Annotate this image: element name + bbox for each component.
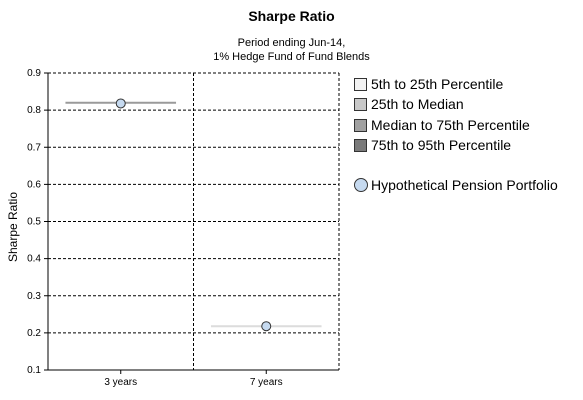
legend-swatch bbox=[354, 138, 367, 152]
legend-item-band-4: 75th to 95th Percentile bbox=[354, 136, 511, 154]
y-tick-label: 0.3 bbox=[27, 291, 41, 302]
legend-label: 75th to 95th Percentile bbox=[371, 137, 512, 153]
legend-label: Median to 75th Percentile bbox=[371, 117, 530, 133]
y-tick-label: 0.7 bbox=[27, 142, 41, 153]
legend-item-band-2: 25th to Median bbox=[354, 95, 464, 113]
data-point-marker bbox=[261, 321, 272, 332]
legend-label: 5th to 25th Percentile bbox=[371, 76, 504, 92]
legend-item-band-3: Median to 75th Percentile bbox=[354, 116, 530, 134]
chart-subtitle-line-1: Period ending Jun-14, bbox=[237, 37, 346, 49]
legend-swatch bbox=[354, 97, 367, 111]
y-tick-label: 0.9 bbox=[27, 68, 41, 79]
y-tick-label: 0.1 bbox=[27, 365, 41, 376]
x-tick-label: 3 years bbox=[104, 377, 137, 388]
legend-swatch bbox=[354, 77, 367, 91]
y-tick-label: 0.2 bbox=[27, 328, 41, 339]
y-tick-label: 0.6 bbox=[27, 179, 41, 190]
y-axis-label: Sharpe Ratio bbox=[6, 192, 20, 262]
legend-marker-circle bbox=[354, 178, 368, 192]
legend-item-series: Hypothetical Pension Portfolio bbox=[354, 176, 558, 194]
legend-item-band-1: 5th to 25th Percentile bbox=[354, 75, 503, 93]
y-tick-label: 0.4 bbox=[27, 254, 41, 265]
chart-subtitle-line-2: 1% Hedge Fund of Fund Blends bbox=[213, 51, 370, 63]
legend-label: Hypothetical Pension Portfolio bbox=[371, 177, 558, 193]
data-point-marker bbox=[115, 98, 126, 109]
y-tick-label: 0.8 bbox=[27, 105, 41, 116]
x-tick-label: 7 years bbox=[250, 377, 283, 388]
y-tick-label: 0.5 bbox=[27, 217, 41, 228]
legend-swatch bbox=[354, 118, 367, 132]
legend-label: 25th to Median bbox=[371, 96, 464, 112]
chart-title: Sharpe Ratio bbox=[248, 8, 335, 24]
